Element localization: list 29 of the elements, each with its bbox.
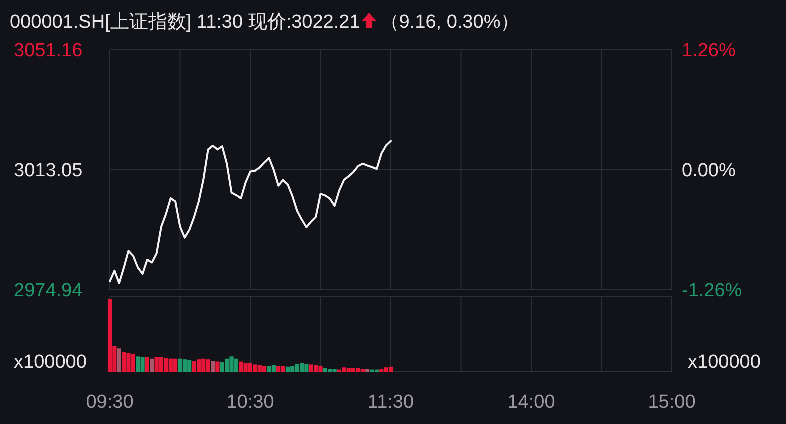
chart-subtitle: （9.16, 0.30%） [380,12,520,33]
y2-tick-label: 1.26% [682,40,736,62]
bar [108,299,112,372]
bar [145,357,150,372]
x-tick-label: 15:00 [648,392,696,413]
y-tick-label: 3051.16 [14,40,83,62]
y-tick-label: 3013.05 [14,160,83,182]
x-tick-label: 14:00 [508,392,556,413]
x-tick-label: 11:30 [368,392,414,413]
bar [210,361,216,372]
y2-tick-label: 0.00% [682,160,736,182]
y2-axis-title: x100000 [688,352,761,373]
bar [117,348,122,372]
bar [196,360,202,372]
line-series [109,140,392,285]
bar [388,366,394,372]
y2-tick-label: -1.26% [682,280,742,302]
bar [159,357,164,372]
y-axis-title: x100000 [14,352,87,373]
y-tick-label: 2974.94 [14,280,84,302]
bar [150,358,154,372]
bar [366,369,370,372]
bar [216,362,220,372]
bar [248,363,253,372]
bar [286,366,290,372]
x-tick-label: 09:30 [86,392,134,413]
bar [300,363,304,372]
chart-title: 000001.SH[上证指数] 11:30 现价:3022.21 [10,12,360,33]
x-tick-label: 10:30 [226,392,274,413]
